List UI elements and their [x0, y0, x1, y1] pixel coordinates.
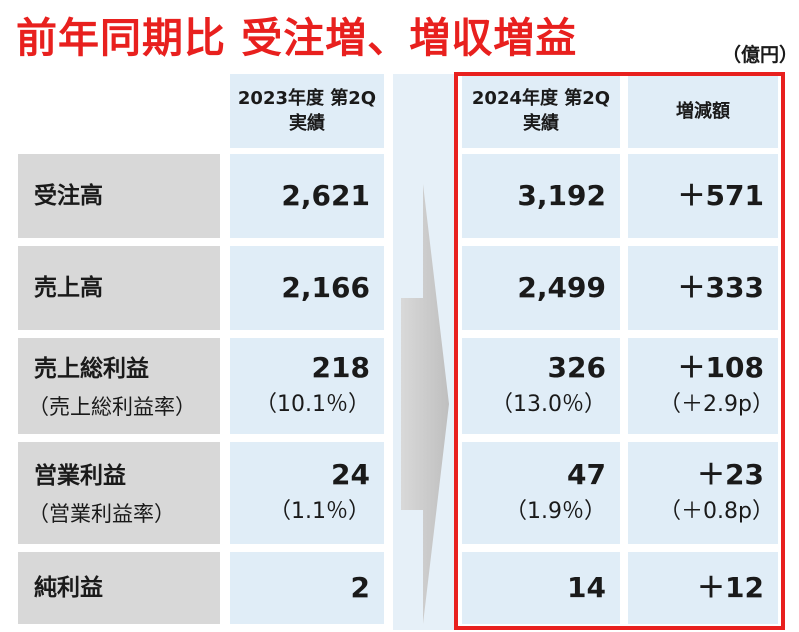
diff-value-text: ＋23 — [697, 458, 764, 491]
prev-value: 24 （1.1％） — [230, 442, 384, 544]
diff-value: ＋23 （＋0.8p） — [628, 442, 778, 544]
prev-value-sub: （10.1％） — [255, 392, 370, 417]
header-prev-line2: 実績 — [289, 113, 325, 134]
row-label: 受注高 — [18, 154, 220, 238]
header-curr-line2: 実績 — [523, 113, 559, 134]
row-label-text: 売上総利益 — [34, 356, 149, 382]
curr-value-text: 326 — [547, 351, 606, 384]
diff-value: ＋571 — [628, 154, 778, 238]
row-label-text: 営業利益 — [34, 463, 126, 489]
curr-value: 2,499 — [462, 246, 620, 330]
curr-value-text: 2,499 — [517, 271, 606, 304]
header-curr: 2024年度 第2Q 実績 — [462, 74, 620, 148]
row-label: 売上高 — [18, 246, 220, 330]
curr-value: 326 （13.0％） — [462, 338, 620, 434]
curr-value-text: 47 — [567, 458, 606, 491]
diff-value: ＋108 （＋2.9p） — [628, 338, 778, 434]
header-prev-line1: 2023年度 第2Q — [237, 88, 377, 109]
prev-value-text: 2,621 — [281, 179, 370, 212]
curr-value-sub: （13.0％） — [491, 392, 606, 417]
row-label-text: 受注高 — [34, 183, 103, 209]
unit-label: （億円） — [722, 44, 799, 66]
curr-value: 14 — [462, 552, 620, 624]
diff-value-text: ＋571 — [677, 179, 764, 212]
prev-value-text: 2 — [350, 571, 370, 604]
curr-value-sub: （1.9％） — [505, 499, 606, 524]
header-curr-line1: 2024年度 第2Q — [471, 88, 611, 109]
page-title: 前年同期比 受注増、増収増益 — [16, 14, 578, 62]
row-label-sub: （営業利益率） — [28, 502, 175, 526]
prev-value-text: 218 — [311, 351, 370, 384]
prev-value: 218 （10.1％） — [230, 338, 384, 434]
curr-value: 3,192 — [462, 154, 620, 238]
header-diff: 増減額 — [628, 74, 778, 148]
diff-value: ＋333 — [628, 246, 778, 330]
right-arrow-icon — [401, 184, 449, 624]
diff-value-text: ＋333 — [677, 271, 764, 304]
prev-value-text: 2,166 — [281, 271, 370, 304]
header-diff-label: 増減額 — [676, 100, 730, 122]
curr-value-text: 14 — [567, 571, 606, 604]
prev-value: 2 — [230, 552, 384, 624]
row-label: 営業利益 （営業利益率） — [18, 442, 220, 544]
curr-value-text: 3,192 — [517, 179, 606, 212]
row-label: 売上総利益 （売上総利益率） — [18, 338, 220, 434]
row-label-text: 売上高 — [34, 275, 103, 301]
header-prev: 2023年度 第2Q 実績 — [230, 74, 384, 148]
row-label: 純利益 — [18, 552, 220, 624]
diff-value-text: ＋108 — [677, 351, 764, 384]
prev-value: 2,621 — [230, 154, 384, 238]
curr-value: 47 （1.9％） — [462, 442, 620, 544]
prev-value-text: 24 — [331, 458, 370, 491]
row-label-text: 純利益 — [34, 575, 103, 601]
diff-value: ＋12 — [628, 552, 778, 624]
prev-value: 2,166 — [230, 246, 384, 330]
diff-value-text: ＋12 — [697, 571, 764, 604]
diff-value-sub: （＋0.8p） — [659, 499, 774, 524]
diff-value-sub: （＋2.9p） — [659, 392, 774, 417]
row-label-sub: （売上総利益率） — [28, 395, 196, 419]
prev-value-sub: （1.1％） — [269, 499, 370, 524]
